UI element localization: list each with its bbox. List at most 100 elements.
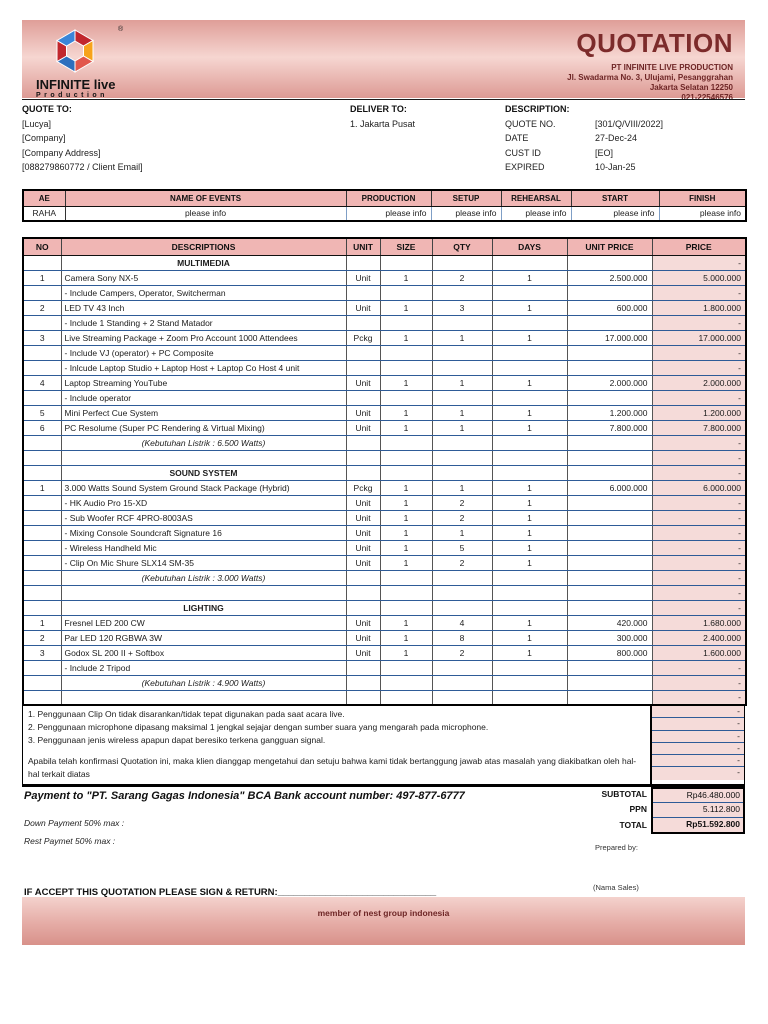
cell-size <box>380 675 433 691</box>
cell-price: - <box>652 360 747 376</box>
item-row: 3 Live Streaming Package + Zoom Pro Accou… <box>23 330 747 346</box>
cell-size: 1 <box>380 540 433 556</box>
cell-size <box>380 285 433 301</box>
cell-no <box>23 495 62 511</box>
cell-desc: - Include operator <box>61 390 347 406</box>
quote-to-section: QUOTE TO: [Lucya] [Company] [Company Addre… <box>22 104 143 172</box>
cell-unit_price <box>567 525 653 541</box>
events-header-cell: NAME OF EVENTS <box>65 190 347 207</box>
cell-days: 1 <box>492 645 568 661</box>
events-cell: please info <box>346 206 432 221</box>
cell-size <box>380 345 433 361</box>
cell-unit <box>346 465 381 481</box>
rest-payment-line: Rest Paymet 50% max : <box>24 835 116 846</box>
events-header-cell: REHEARSAL <box>501 190 572 207</box>
cell-days: 1 <box>492 420 568 436</box>
items-header-cell: QTY <box>432 238 493 256</box>
member-bar: member of nest group indonesia <box>22 897 745 945</box>
cell-qty: 2 <box>432 270 493 286</box>
cell-size: 1 <box>380 405 433 421</box>
cell-price: - <box>652 435 747 451</box>
cell-qty <box>432 360 493 376</box>
description-field-label: EXPIRED <box>505 162 545 172</box>
cell-unit <box>346 600 381 616</box>
cell-unit_price: 17.000.000 <box>567 330 653 346</box>
quote-to-line-0: [Lucya] <box>22 118 52 129</box>
item-row: - Include operator - <box>23 390 747 406</box>
cell-price: - <box>652 255 747 271</box>
cell-price: 7.800.000 <box>652 420 747 436</box>
cell-qty: 5 <box>432 540 493 556</box>
cell-unit_price <box>567 690 653 706</box>
cell-unit <box>346 360 381 376</box>
events-header-cell: SETUP <box>431 190 502 207</box>
cell-unit <box>346 390 381 406</box>
item-row: - Inlcude Laptop Studio + Laptop Host + … <box>23 360 747 376</box>
item-row: - <box>23 690 747 706</box>
cell-size: 1 <box>380 525 433 541</box>
cell-size <box>380 255 433 271</box>
cell-size: 1 <box>380 420 433 436</box>
cell-size: 1 <box>380 270 433 286</box>
item-row: 6 PC Resolume (Super PC Rendering & Virtu… <box>23 420 747 436</box>
notes-price-cell-5: - <box>652 767 744 780</box>
section-row: LIGHTING - <box>23 600 747 616</box>
cell-size <box>380 465 433 481</box>
cell-no: 1 <box>23 270 62 286</box>
description-field: CUST ID [EO] <box>505 148 663 158</box>
title-block: QUOTATION PT INFINITE LIVE PRODUCTION Jl… <box>567 20 745 102</box>
quote-to-line-1: [Company] <box>22 133 66 143</box>
logo-name: INFINITE live <box>36 77 116 92</box>
cell-price: - <box>652 390 747 406</box>
cell-desc: MULTIMEDIA <box>61 255 347 271</box>
item-row: 1 3.000 Watts Sound System Ground Stack P… <box>23 480 747 496</box>
cell-days: 1 <box>492 330 568 346</box>
down-payment-line: Down Payment 50% max : <box>24 817 125 828</box>
cell-days: 1 <box>492 405 568 421</box>
cell-days <box>492 345 568 361</box>
note-line-4: Apabila telah konfirmasi Quotation ini, … <box>28 755 637 779</box>
cell-qty: 1 <box>432 330 493 346</box>
cell-size: 1 <box>380 555 433 571</box>
cell-qty <box>432 450 493 466</box>
events-table: AE NAME OF EVENTS PRODUCTION SETUP REHEARSAL… <box>22 189 747 222</box>
cell-qty <box>432 465 493 481</box>
cell-size: 1 <box>380 630 433 646</box>
cell-no <box>23 435 62 451</box>
items-table: NO DESCRIPTIONS UNIT SIZE QTY DAYS UNIT PRICE P… <box>22 237 747 706</box>
cell-days <box>492 465 568 481</box>
cell-desc: Godox SL 200 II + Softbox <box>61 645 347 661</box>
notes-price-cell-0: - <box>652 706 744 719</box>
cell-price: - <box>652 585 747 601</box>
cell-unit_price: 300.000 <box>567 630 653 646</box>
cell-unit_price <box>567 660 653 676</box>
events-cell: please info <box>501 206 572 221</box>
cell-no <box>23 690 62 706</box>
cell-no <box>23 660 62 676</box>
cell-desc: - Include VJ (operator) + PC Composite <box>61 345 347 361</box>
cell-price: 1.200.000 <box>652 405 747 421</box>
cell-unit_price: 800.000 <box>567 645 653 661</box>
item-row: - Include 1 Standing + 2 Stand Matador - <box>23 315 747 331</box>
cell-no: 1 <box>23 615 62 631</box>
cell-no <box>23 510 62 526</box>
items-table-header: NO DESCRIPTIONS UNIT SIZE QTY DAYS UNIT PRICE P… <box>23 238 747 256</box>
cell-unit_price <box>567 675 653 691</box>
cell-unit <box>346 675 381 691</box>
cell-qty: 1 <box>432 420 493 436</box>
cell-desc: Live Streaming Package + Zoom Pro Accoun… <box>61 330 347 346</box>
cell-no: 3 <box>23 645 62 661</box>
cell-no <box>23 585 62 601</box>
cell-desc: - Include 2 Tripod <box>61 660 347 676</box>
cell-unit_price: 2.500.000 <box>567 270 653 286</box>
cell-unit: Pckg <box>346 480 381 496</box>
items-header-cell: NO <box>23 238 62 256</box>
events-header-cell: START <box>571 190 660 207</box>
cell-unit: Unit <box>346 555 381 571</box>
cell-unit: Pckg <box>346 330 381 346</box>
items-header-cell: DAYS <box>492 238 568 256</box>
cell-unit <box>346 570 381 586</box>
cell-desc: Par LED 120 RGBWA 3W <box>61 630 347 646</box>
cell-price: - <box>652 675 747 691</box>
